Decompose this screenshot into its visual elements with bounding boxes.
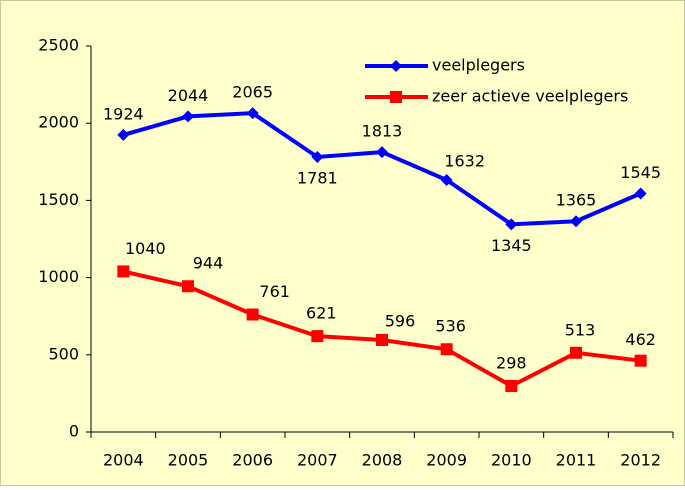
x-tick-label: 2008 (362, 451, 403, 470)
y-tick-label: 500 (48, 344, 79, 363)
data-label: 1813 (362, 122, 403, 141)
data-label: 1365 (556, 191, 597, 210)
data-label: 1781 (297, 169, 338, 188)
data-label: 2065 (232, 83, 273, 102)
legend-marker (390, 91, 402, 103)
marker (570, 215, 582, 228)
marker (634, 187, 647, 200)
x-tick-label: 2009 (426, 451, 467, 470)
marker (440, 343, 453, 356)
y-tick-label: 1500 (38, 190, 79, 209)
marker (634, 354, 647, 367)
legend-label: zeer actieve veelplegers (432, 87, 628, 106)
data-label: 462 (625, 330, 656, 349)
data-label: 513 (565, 320, 596, 339)
x-tick-label: 2004 (103, 451, 144, 470)
marker (440, 174, 453, 187)
x-tick-label: 2005 (168, 451, 209, 470)
data-label: 536 (435, 317, 466, 336)
marker (182, 110, 194, 123)
x-tick-label: 2006 (232, 451, 273, 470)
data-label: 761 (259, 282, 290, 301)
marker (246, 107, 259, 120)
data-label: 1632 (444, 152, 485, 171)
data-label: 944 (193, 254, 224, 273)
legend-label: veelplegers (432, 56, 525, 75)
data-label: 621 (306, 304, 337, 323)
marker (182, 280, 194, 293)
y-tick-label: 2000 (38, 113, 79, 132)
x-tick-label: 2010 (491, 451, 532, 470)
x-tick-label: 2011 (556, 451, 597, 470)
marker (117, 128, 130, 141)
marker (376, 333, 388, 346)
data-label: 2044 (168, 86, 209, 105)
marker (311, 330, 324, 343)
marker (570, 346, 582, 359)
marker (376, 146, 388, 159)
x-tick-label: 2007 (297, 451, 338, 470)
y-tick-label: 0 (69, 422, 79, 441)
marker (117, 265, 130, 278)
x-tick-label: 2012 (620, 451, 661, 470)
data-label: 1545 (620, 163, 661, 182)
data-label: 1345 (491, 236, 532, 255)
data-label: 1924 (103, 104, 144, 123)
y-tick-label: 2500 (38, 36, 79, 55)
y-tick-label: 1000 (38, 267, 79, 286)
data-label: 298 (496, 353, 527, 372)
marker (505, 218, 518, 231)
marker (311, 151, 324, 164)
legend-marker (390, 60, 402, 72)
data-label: 596 (385, 311, 416, 330)
marker (246, 308, 259, 321)
marker (505, 379, 518, 392)
data-label: 1040 (125, 239, 166, 258)
